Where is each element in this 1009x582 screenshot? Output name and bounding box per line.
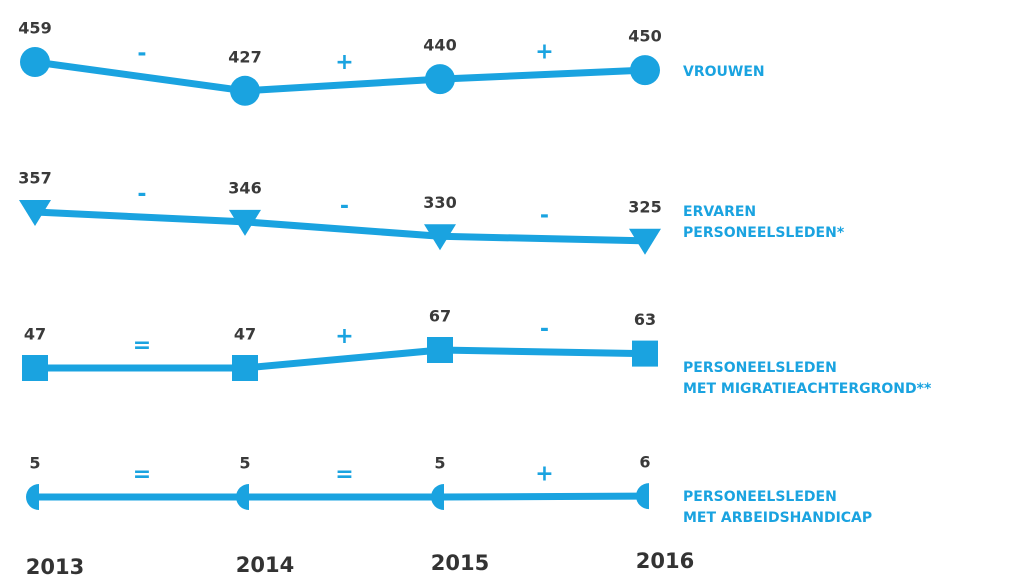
marker xyxy=(229,209,261,236)
series-name: PERSONEELSLEDEN xyxy=(683,360,837,376)
series-name: PERSONEELSLEDEN* xyxy=(683,225,845,241)
change-symbol: + xyxy=(335,50,353,75)
marker xyxy=(630,55,660,86)
value-label: 440 xyxy=(423,36,456,55)
value-label: 67 xyxy=(429,307,451,326)
marker xyxy=(20,47,50,77)
marker xyxy=(232,355,258,381)
year-label: 2013 xyxy=(26,555,84,579)
marker xyxy=(427,337,453,363)
change-symbol: + xyxy=(535,40,553,65)
change-symbol: - xyxy=(137,182,146,207)
change-symbol: = xyxy=(335,462,353,487)
value-label: 5 xyxy=(434,454,445,473)
series-name: MET ARBEIDSHANDICAP xyxy=(683,510,872,526)
series-name: ERVAREN xyxy=(683,204,756,220)
marker xyxy=(431,484,444,510)
marker xyxy=(632,340,658,367)
marker xyxy=(636,483,649,510)
value-label: 47 xyxy=(234,325,256,344)
marker xyxy=(424,224,456,251)
marker xyxy=(26,484,39,510)
value-label: 459 xyxy=(18,19,51,38)
value-label: 427 xyxy=(228,47,261,66)
change-symbol: - xyxy=(340,194,349,219)
line xyxy=(34,58,646,95)
marker xyxy=(425,64,455,95)
value-label: 5 xyxy=(29,454,40,473)
value-label: 450 xyxy=(628,27,661,46)
year-label: 2016 xyxy=(636,549,694,573)
value-label: 6 xyxy=(639,453,650,472)
line xyxy=(34,208,646,245)
change-symbol: + xyxy=(335,324,353,349)
value-label: 5 xyxy=(239,454,250,473)
line xyxy=(35,492,646,501)
value-label: 346 xyxy=(228,178,261,197)
change-symbol: - xyxy=(540,204,549,229)
change-symbol: - xyxy=(540,317,549,342)
value-label: 325 xyxy=(628,197,661,216)
year-label: 2014 xyxy=(236,553,294,577)
change-symbol: - xyxy=(137,41,146,66)
marker xyxy=(230,75,260,106)
value-label: 357 xyxy=(18,169,51,188)
marker xyxy=(22,355,48,381)
marker xyxy=(236,484,249,510)
value-label: 63 xyxy=(634,310,656,329)
value-label: 47 xyxy=(24,325,46,344)
series-name: PERSONEELSLEDEN xyxy=(683,489,837,505)
series-name: VROUWEN xyxy=(683,64,765,80)
line xyxy=(35,346,646,372)
series-name: MET MIGRATIEACHTERGROND** xyxy=(683,381,932,397)
change-symbol: + xyxy=(535,462,553,487)
year-label: 2015 xyxy=(431,551,489,575)
change-symbol: = xyxy=(133,462,151,487)
marker xyxy=(629,228,661,255)
value-label: 330 xyxy=(423,193,456,212)
change-symbol: = xyxy=(133,333,151,358)
marker xyxy=(19,200,51,226)
